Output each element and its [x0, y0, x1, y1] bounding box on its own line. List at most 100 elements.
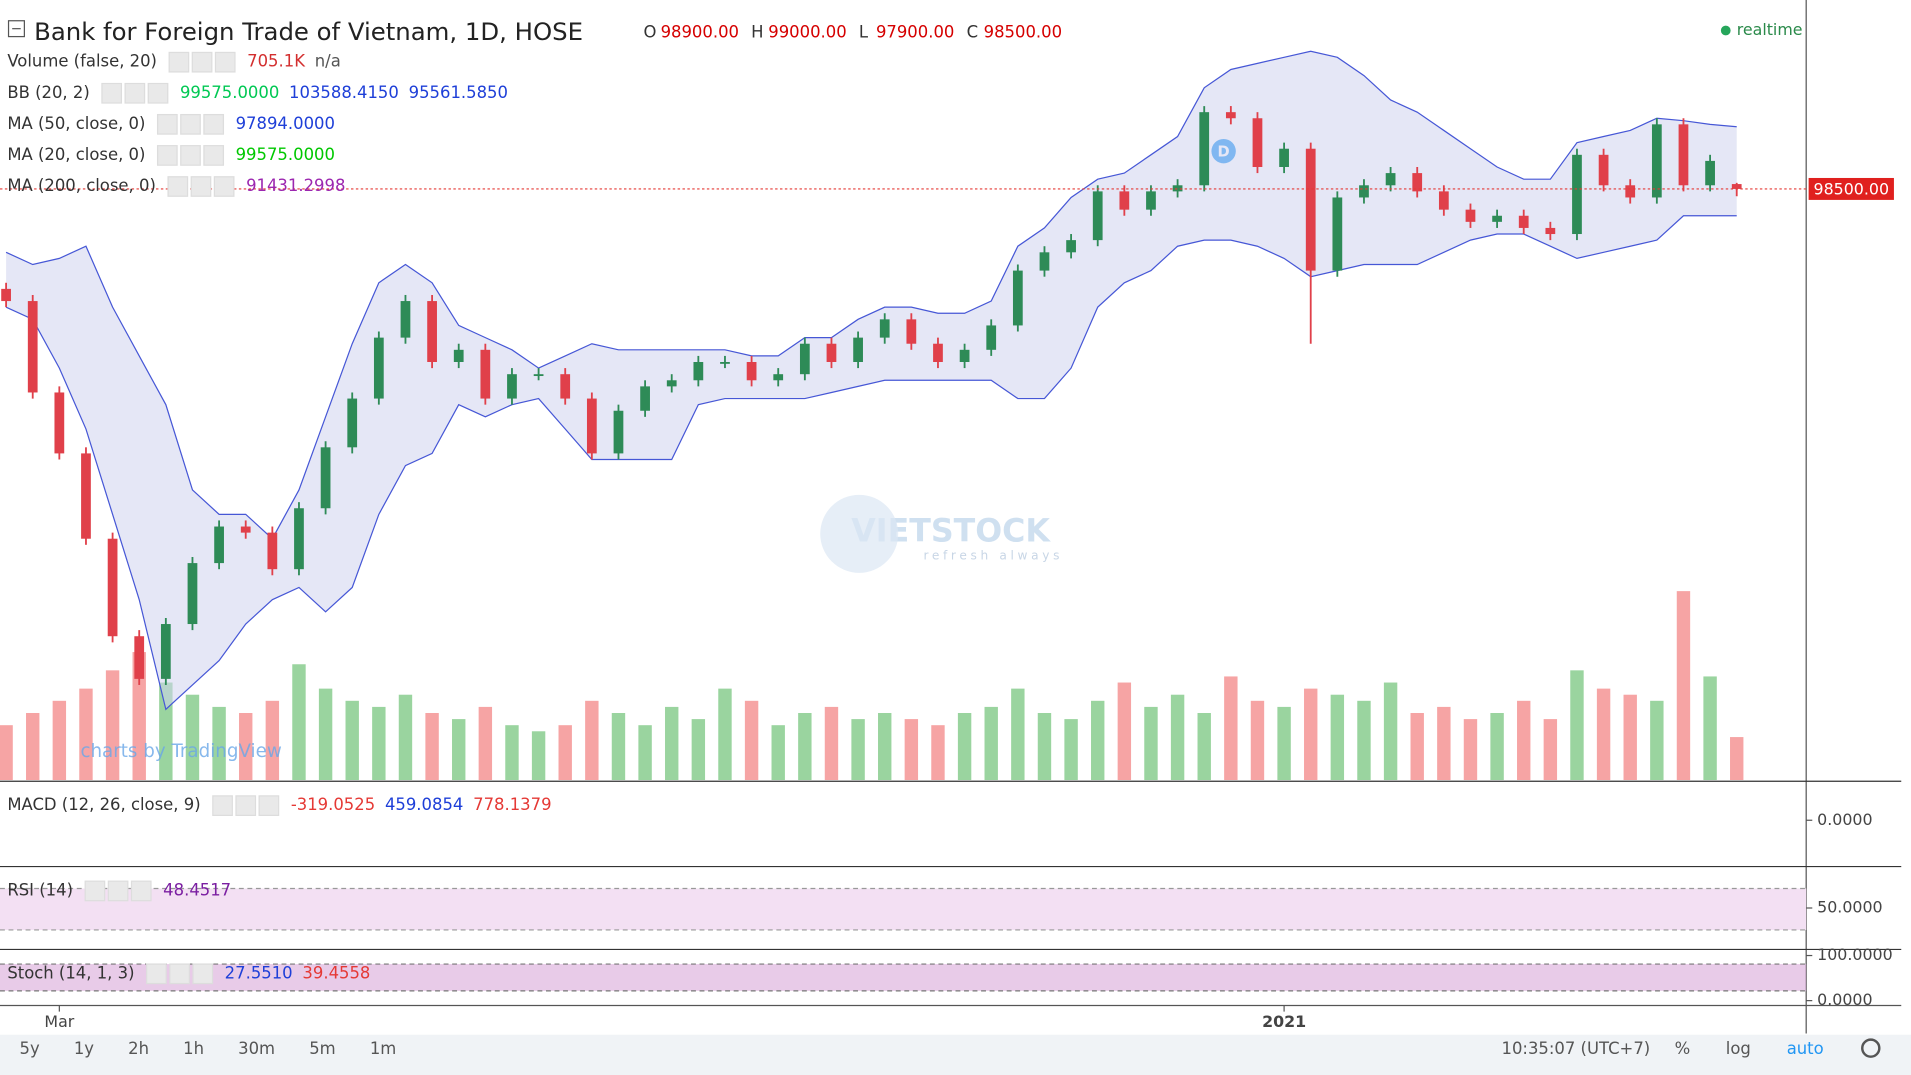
candle-body	[373, 337, 384, 399]
y-tick-label: 0.0000	[1817, 810, 1872, 829]
indicator-value: 778.1379	[473, 795, 551, 814]
indicator-icon[interactable]	[190, 176, 212, 197]
candle-body	[347, 398, 358, 448]
candle-body	[1438, 191, 1449, 210]
indicator-icon[interactable]	[167, 176, 189, 197]
candle-body	[826, 343, 837, 362]
candle-body	[187, 563, 198, 625]
volume-bar	[771, 725, 785, 781]
interval-button[interactable]: 5y	[20, 1039, 40, 1058]
indicator-icon[interactable]	[191, 51, 213, 73]
volume-bar	[1197, 713, 1211, 781]
candle-body	[1119, 191, 1130, 210]
chart-title: Bank for Foreign Trade of Vietnam, 1D, H…	[34, 17, 583, 46]
option-button[interactable]: log	[1726, 1039, 1751, 1058]
volume-bar	[1037, 713, 1052, 781]
indicator-icon[interactable]	[101, 82, 123, 104]
indicator-icon[interactable]	[192, 963, 214, 985]
indicator-icon[interactable]	[156, 145, 178, 166]
candle-body	[240, 526, 251, 533]
indicator-icon[interactable]	[203, 113, 225, 135]
indicator-value: 99575.0000	[180, 83, 279, 102]
indicator-value: 99575.0000	[236, 145, 335, 164]
interval-button[interactable]: 1y	[74, 1039, 94, 1058]
candle-body	[586, 398, 597, 454]
indicator-value: 39.4558	[302, 963, 370, 982]
candle-body	[1598, 154, 1609, 186]
candle-body	[480, 349, 491, 399]
indicator-icon[interactable]	[214, 51, 236, 73]
indicator-icon[interactable]	[235, 795, 257, 816]
indicator-icon[interactable]	[107, 880, 129, 902]
indicator-icon[interactable]	[169, 963, 190, 985]
indicator-icon[interactable]	[213, 176, 235, 197]
indicator-name: MACD (12, 26, close, 9)	[7, 795, 200, 814]
realtime-status: realtime	[1737, 20, 1803, 39]
volume-bar	[665, 706, 679, 781]
candle-body	[1172, 185, 1183, 192]
ohlc-value: 98900.00	[661, 22, 739, 41]
volume-bar	[105, 670, 120, 781]
candle-body	[533, 374, 544, 377]
x-tick-label: 2021	[1262, 1012, 1306, 1031]
indicator-icon[interactable]	[203, 145, 225, 166]
indicator-icon[interactable]	[180, 145, 201, 166]
volume-bar	[798, 713, 812, 781]
collapse-button[interactable]	[7, 20, 25, 38]
volume-bar	[1543, 719, 1558, 781]
candle-body	[1252, 118, 1263, 167]
volume-bar	[1463, 719, 1478, 781]
candle-body	[1012, 270, 1023, 326]
volume-bar	[425, 713, 439, 781]
indicator-icon[interactable]	[84, 880, 106, 902]
candle-body	[1651, 124, 1662, 198]
candle-body	[1492, 215, 1502, 222]
indicator-name: MA (50, close, 0)	[7, 114, 145, 133]
ohlc-value: 99000.00	[768, 22, 846, 41]
option-button[interactable]: auto	[1787, 1039, 1824, 1058]
indicator-icon[interactable]	[156, 113, 178, 135]
interval-button[interactable]: 30m	[238, 1039, 275, 1058]
candle-body	[1465, 209, 1476, 222]
indicator-icon[interactable]	[258, 795, 280, 816]
volume-bar	[904, 719, 919, 781]
ohlc-label: H	[751, 22, 763, 41]
volume-bar	[1330, 694, 1345, 781]
indicator-value: 48.4517	[163, 880, 231, 899]
indicator-icon[interactable]	[168, 51, 190, 73]
candle-body	[1279, 148, 1289, 167]
volume-bar	[531, 731, 546, 781]
candle-body	[214, 526, 224, 564]
interval-button[interactable]: 2h	[128, 1039, 149, 1058]
attribution[interactable]: charts by TradingView	[80, 741, 281, 762]
ohlc-label: O	[644, 22, 657, 41]
indicator-value: 705.1K	[247, 52, 306, 71]
indicator-icon[interactable]	[146, 963, 167, 985]
indicator-value: -319.0525	[291, 795, 375, 814]
bb-fill	[6, 51, 1737, 710]
candle-body	[1705, 160, 1715, 186]
candle-body	[507, 374, 517, 399]
x-tick-label: Mar	[44, 1012, 74, 1031]
option-button[interactable]: %	[1675, 1039, 1691, 1058]
indicator-value: n/a	[315, 52, 341, 71]
candle-body	[560, 374, 571, 399]
interval-button[interactable]: 1h	[183, 1039, 204, 1058]
indicator-icon[interactable]	[130, 880, 152, 902]
settings-button[interactable]	[1861, 1038, 1881, 1058]
candle-body	[746, 362, 757, 381]
indicator-icon[interactable]	[147, 82, 169, 104]
indicator-icon[interactable]	[212, 795, 233, 816]
volume-bar	[1250, 700, 1265, 781]
ohlc-value: 97900.00	[876, 22, 954, 41]
volume-bar	[824, 706, 839, 781]
interval-button[interactable]: 1m	[370, 1039, 396, 1058]
candle-body	[1332, 197, 1343, 271]
candle-body	[853, 337, 863, 362]
indicator-icon[interactable]	[180, 113, 201, 135]
indicator-icon[interactable]	[124, 82, 146, 104]
interval-button[interactable]: 5m	[309, 1039, 335, 1058]
candle-body	[294, 508, 304, 570]
candle-body	[453, 349, 464, 362]
candle-body	[933, 343, 943, 362]
